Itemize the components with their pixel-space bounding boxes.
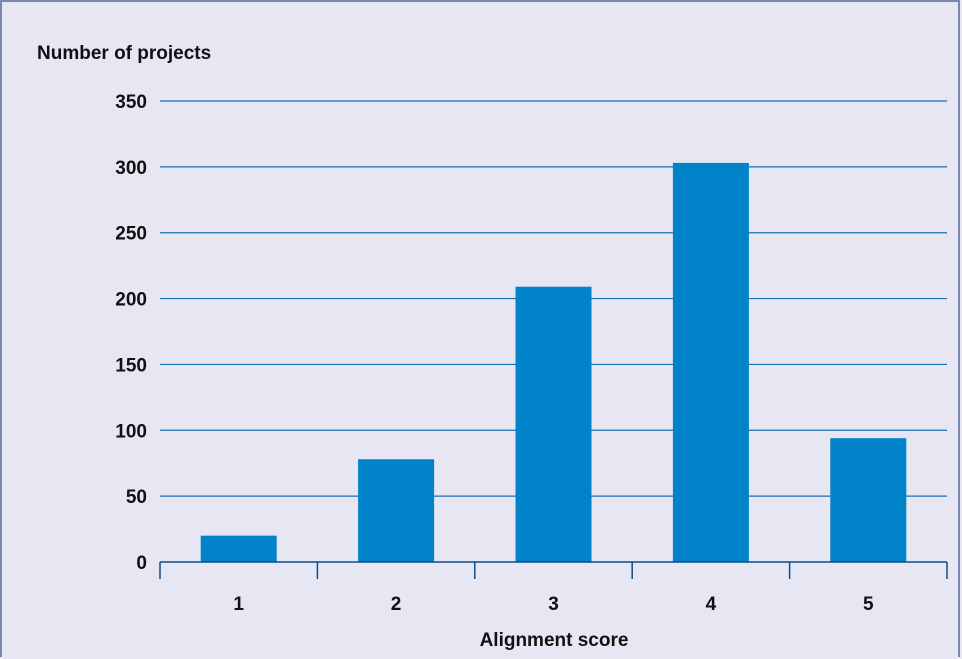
- bar-3: [515, 286, 592, 562]
- bar-5: [830, 438, 907, 562]
- x-tick-label: 4: [706, 594, 717, 615]
- y-tick-label: 250: [115, 224, 147, 245]
- y-tick-labels: 0 50 100 150 200 250 300 350: [115, 92, 147, 574]
- y-axis-title: Number of projects: [37, 43, 211, 64]
- x-tick-label: 5: [863, 594, 874, 615]
- x-axis-title: Alignment score: [480, 630, 629, 651]
- x-tick-label: 2: [391, 594, 402, 615]
- bar-1: [200, 535, 277, 562]
- y-tick-label: 350: [115, 92, 147, 113]
- bar-4: [672, 162, 749, 563]
- y-tick-label: 300: [115, 158, 147, 179]
- bar-2: [358, 459, 435, 562]
- y-tick-label: 100: [115, 421, 147, 442]
- y-tick-label: 200: [115, 290, 147, 311]
- y-tick-label: 150: [115, 355, 147, 376]
- y-tick-label: 0: [136, 553, 147, 574]
- x-tick-label: 1: [233, 594, 244, 615]
- x-tick-label: 3: [548, 594, 559, 615]
- bars: [200, 162, 907, 563]
- y-tick-label: 50: [126, 487, 147, 508]
- axes: [159, 561, 948, 579]
- x-tick-labels: 1 2 3 4 5: [233, 594, 874, 615]
